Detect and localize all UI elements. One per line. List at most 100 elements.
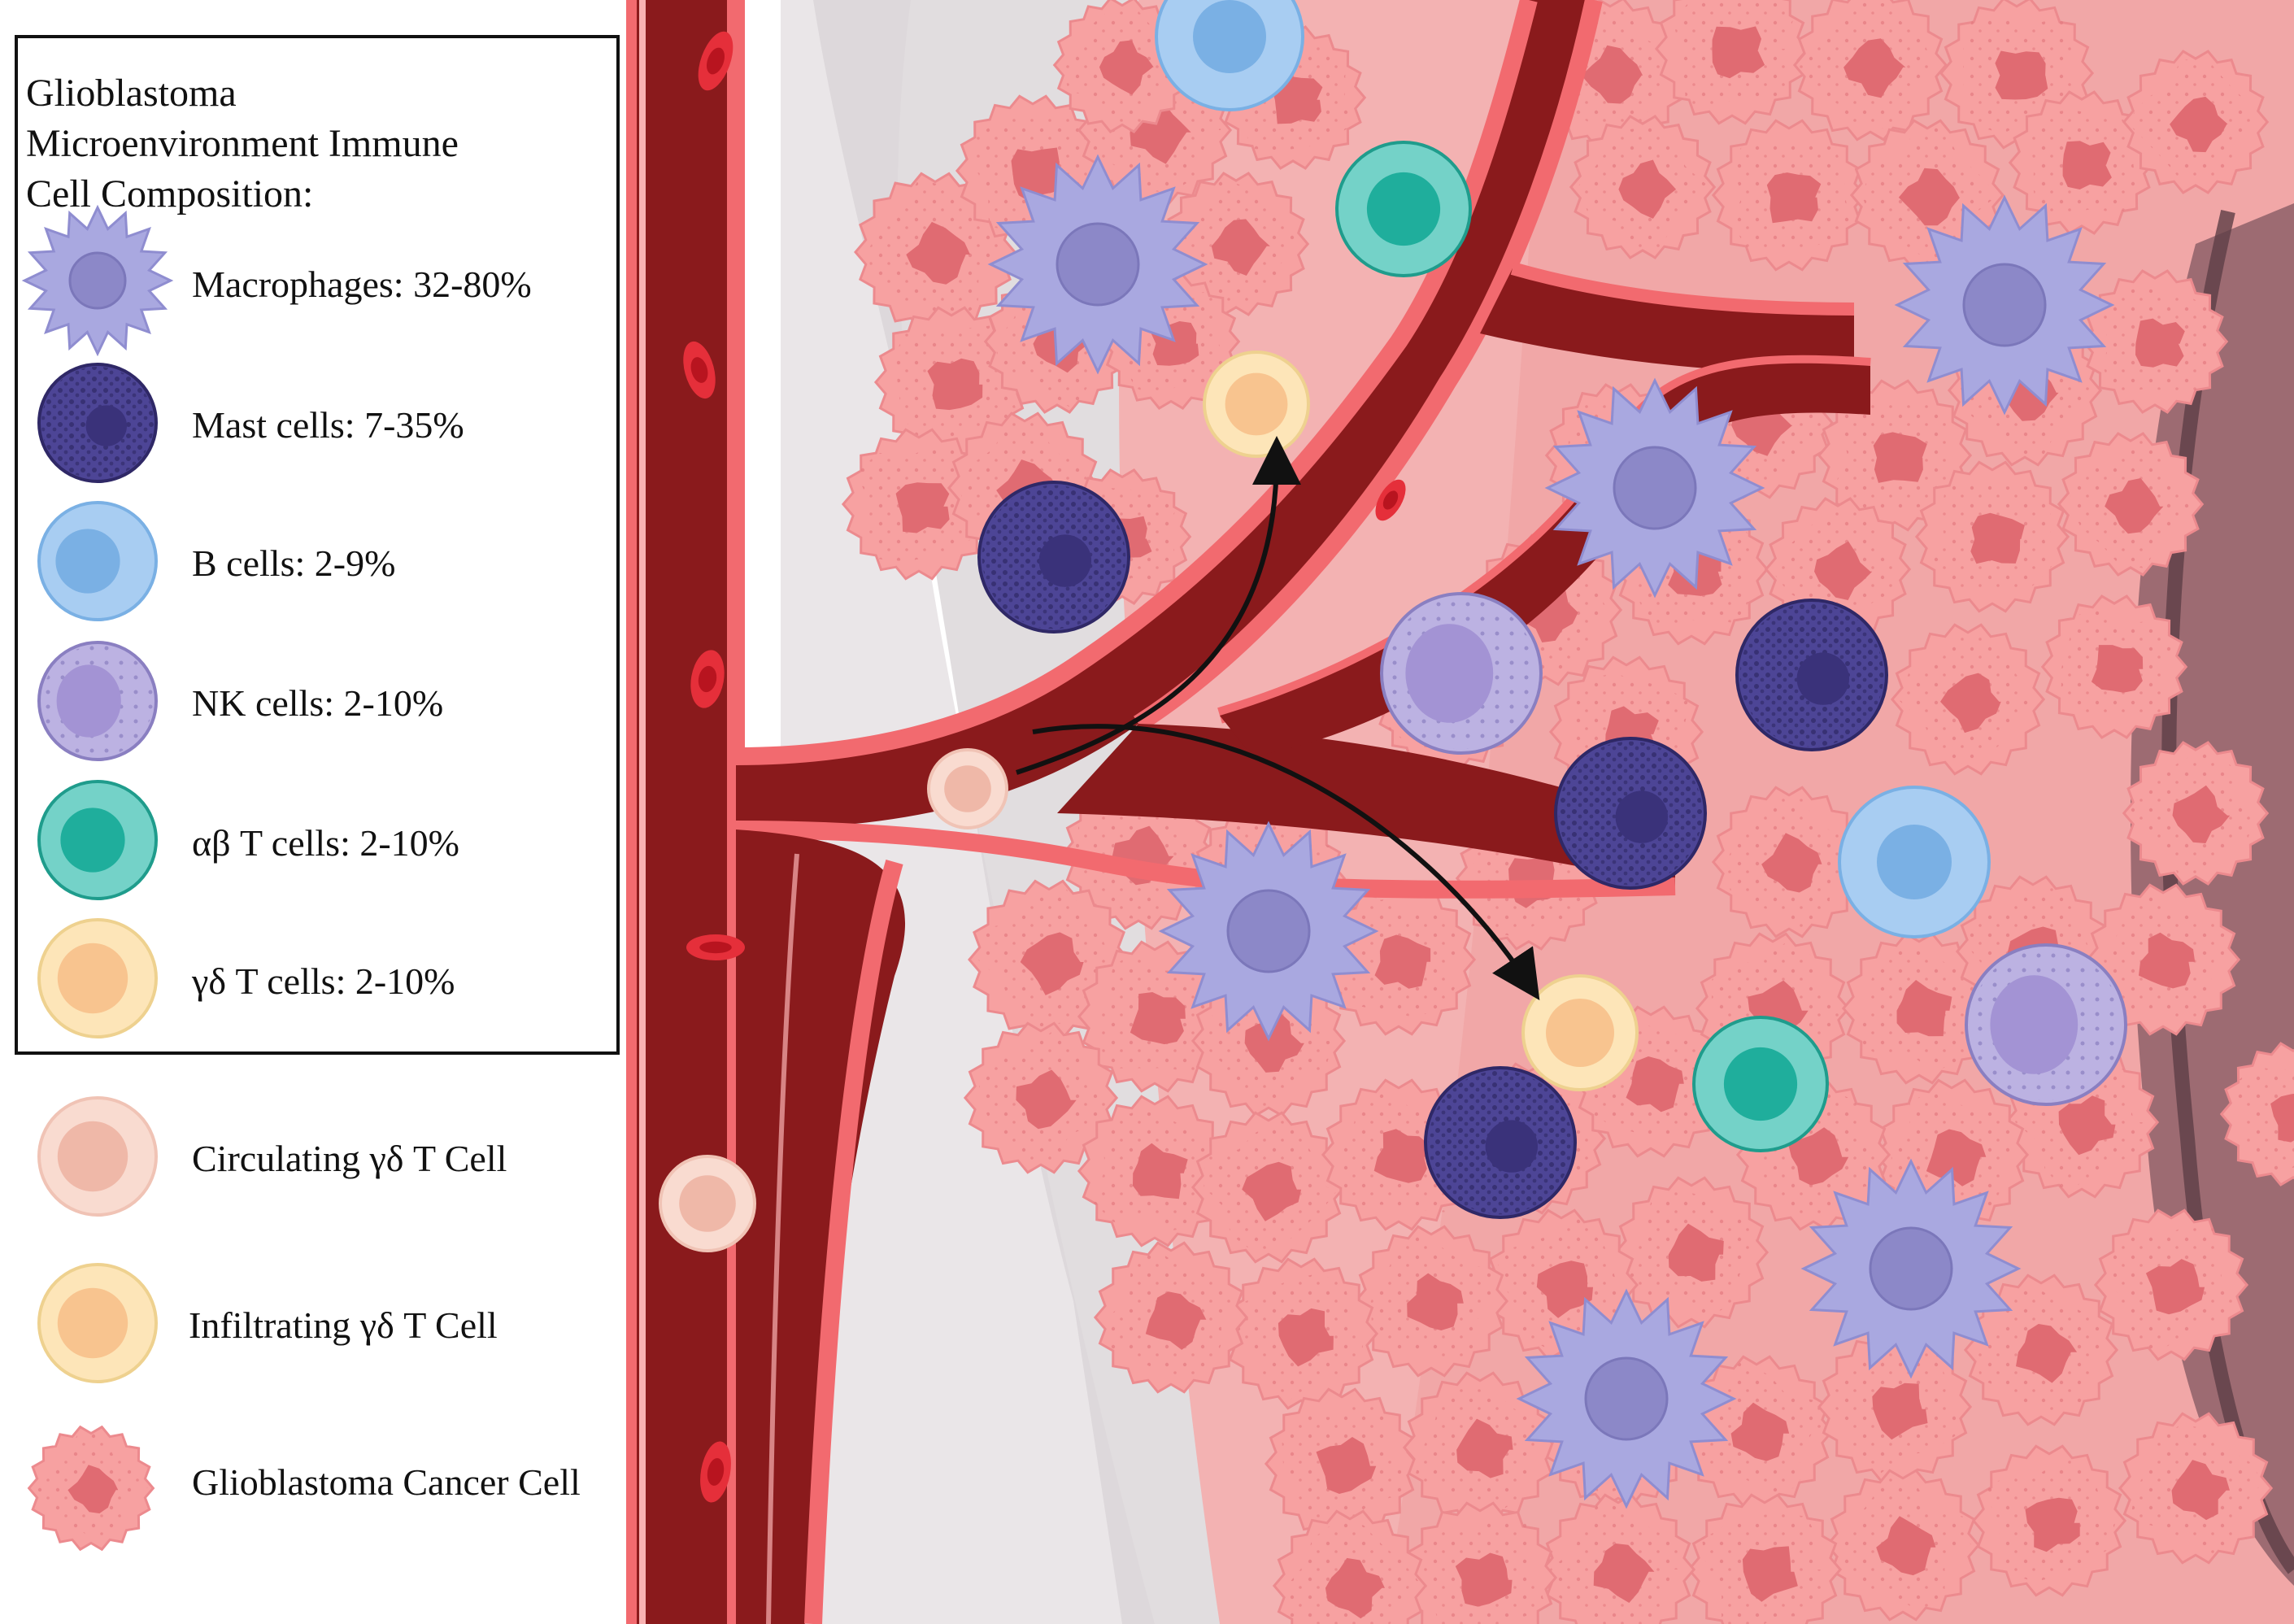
glioblastoma-cancer-cell <box>1272 1509 1428 1624</box>
red-blood-cell <box>683 341 716 399</box>
glioblastoma-cancer-cell <box>1817 1330 1973 1483</box>
ab-t-cell <box>1692 1016 1829 1152</box>
macrophage <box>1158 821 1379 1042</box>
legend-label-nk-cells: NK cells: 2-10% <box>192 682 443 724</box>
circulating-gd-t-cell <box>37 1096 158 1217</box>
glioblastoma-cancer-cell <box>841 428 997 581</box>
glioblastoma-cancer-cell <box>1654 0 1810 125</box>
glioblastoma-cancer-cell <box>1890 623 2046 776</box>
b-cell <box>37 501 158 621</box>
glioblastoma-cancer-cell <box>1162 172 1310 316</box>
legend-label-glioblastoma-cancer-cell: Glioblastoma Cancer Cell <box>192 1461 581 1503</box>
glioblastoma-cancer-cell <box>1687 1493 1843 1624</box>
glioblastoma-cancer-cell <box>2122 50 2270 194</box>
glioblastoma-cancer-cell <box>1711 786 1867 938</box>
mast-cell <box>37 363 158 483</box>
legend: Glioblastoma Microenvironment Immune Cel… <box>0 0 626 1624</box>
mast-cell <box>1424 1066 1577 1219</box>
glioblastoma-cancer-cell <box>1841 932 1997 1085</box>
gd-t-cell <box>37 918 158 1038</box>
ab-t-cell <box>37 780 158 900</box>
legend-label-b-cells: B cells: 2-9% <box>192 542 395 584</box>
nk-cell <box>37 641 158 761</box>
glioblastoma-cancer-cell <box>1825 1469 1981 1622</box>
glioblastoma-cancer-cell-icon <box>27 1425 155 1552</box>
arrow-to-upper-gd-t-cell <box>1016 436 1301 775</box>
mast-cell <box>1735 599 1888 751</box>
glioblastoma-cancer-cell <box>1971 1444 2127 1597</box>
glioblastoma-cancer-cell <box>1402 1371 1558 1524</box>
glioblastoma-cancer-cell <box>2219 1042 2294 1186</box>
b-cell-icon <box>37 501 158 621</box>
infiltrating-gd-t-cell <box>1203 350 1310 458</box>
legend-label-circulating-gd-t-cell: Circulating γδ T Cell <box>192 1138 507 1179</box>
glioblastoma-cancer-cell <box>27 1425 155 1552</box>
red-blood-cell <box>686 934 745 960</box>
nk-cell <box>1965 943 2127 1106</box>
legend-title-line-3: Cell Composition: <box>26 172 313 216</box>
macrophage <box>1800 1158 2022 1379</box>
macrophage-icon <box>21 204 174 357</box>
glioblastoma-cancer-cell <box>2118 1412 2274 1565</box>
red-blood-cell <box>1375 479 1406 521</box>
red-blood-cell <box>690 650 725 708</box>
circulating-gd-t-cell-icon <box>37 1096 158 1217</box>
glioblastoma-cancer-cell <box>1792 0 1948 142</box>
glioblastoma-cancer-cell <box>1402 1501 1558 1624</box>
red-blood-cell <box>700 1441 731 1503</box>
glioblastoma-cancer-cell <box>1613 1176 1769 1329</box>
legend-label-infiltrating-gd-t-cell: Infiltrating γδ T Cell <box>189 1304 498 1346</box>
glioblastoma-cancer-cell <box>1569 115 1717 259</box>
legend-title-line-2: Microenvironment Immune <box>26 122 459 165</box>
glioblastoma-cancer-cell <box>2081 269 2229 414</box>
legend-label-mast-cells: Mast cells: 7-35% <box>192 404 464 446</box>
glioblastoma-cancer-cell <box>1077 1095 1233 1247</box>
nk-cell <box>1380 592 1543 755</box>
macrophage <box>21 204 174 357</box>
glioblastoma-cancer-cell <box>1223 1257 1379 1410</box>
glioblastoma-cancer-cell <box>1264 1387 1420 1540</box>
ab-t-cell <box>1335 141 1472 277</box>
glioblastoma-cancer-cell <box>1077 940 1233 1093</box>
immune-cells-scene <box>659 0 2127 1509</box>
legend-label-macrophages: Macrophages: 32-80% <box>192 263 532 305</box>
migration-arrows <box>1016 436 1540 1000</box>
mast-cell <box>1554 737 1707 890</box>
macrophage <box>1516 1288 1737 1509</box>
glioblastoma-cancer-cell <box>1963 1274 2119 1426</box>
circulating-gd-t-cell <box>659 1155 756 1252</box>
b-cell <box>1155 0 1304 111</box>
ab-t-cell-icon <box>37 780 158 900</box>
glioblastoma-cancer-cell <box>2085 883 2241 1036</box>
glioblastoma-cancer-cell <box>963 1021 1119 1174</box>
glioblastoma-cancer-cell <box>2093 1208 2249 1361</box>
mast-cell-icon <box>37 363 158 483</box>
glioblastoma-cancer-cell <box>1353 1225 1509 1378</box>
glioblastoma-cancer-cell <box>1093 1241 1249 1394</box>
macrophage <box>1544 377 1765 599</box>
glioblastoma-cancer-cell <box>2122 741 2270 886</box>
legend-title-line-1: Glioblastoma <box>26 72 237 115</box>
glioblastoma-cancer-cell <box>2008 90 2156 235</box>
macrophage <box>1894 194 2115 416</box>
legend-label-ab-t-cells: αβ T cells: 2-10% <box>192 822 459 864</box>
infiltrating-gd-t-cell <box>37 1263 158 1383</box>
glioblastoma-cancer-cell <box>1817 379 1973 532</box>
gd-t-cell-icon <box>37 918 158 1038</box>
infiltrating-gd-t-cell <box>1521 974 1639 1091</box>
infiltrating-gd-t-cell-icon <box>37 1263 158 1383</box>
glioblastoma-cancer-cell <box>1191 1111 1347 1264</box>
macrophage <box>987 154 1208 375</box>
glioblastoma-cancer-cell <box>1711 119 1867 272</box>
arrow-to-lower-gd-t-cell <box>1032 724 1540 1000</box>
b-cell <box>1838 786 1991 938</box>
legend-label-gd-t-cells: γδ T cells: 2-10% <box>191 960 455 1002</box>
nk-cell-icon <box>37 641 158 761</box>
red-blood-cells <box>683 31 1406 1503</box>
glioblastoma-cancer-cell <box>2040 594 2188 739</box>
glioblastoma-cancer-cell <box>2057 432 2205 577</box>
red-blood-cell <box>698 31 733 91</box>
glioblastoma-cancer-cell <box>1540 1493 1696 1624</box>
mast-cell <box>977 481 1130 633</box>
